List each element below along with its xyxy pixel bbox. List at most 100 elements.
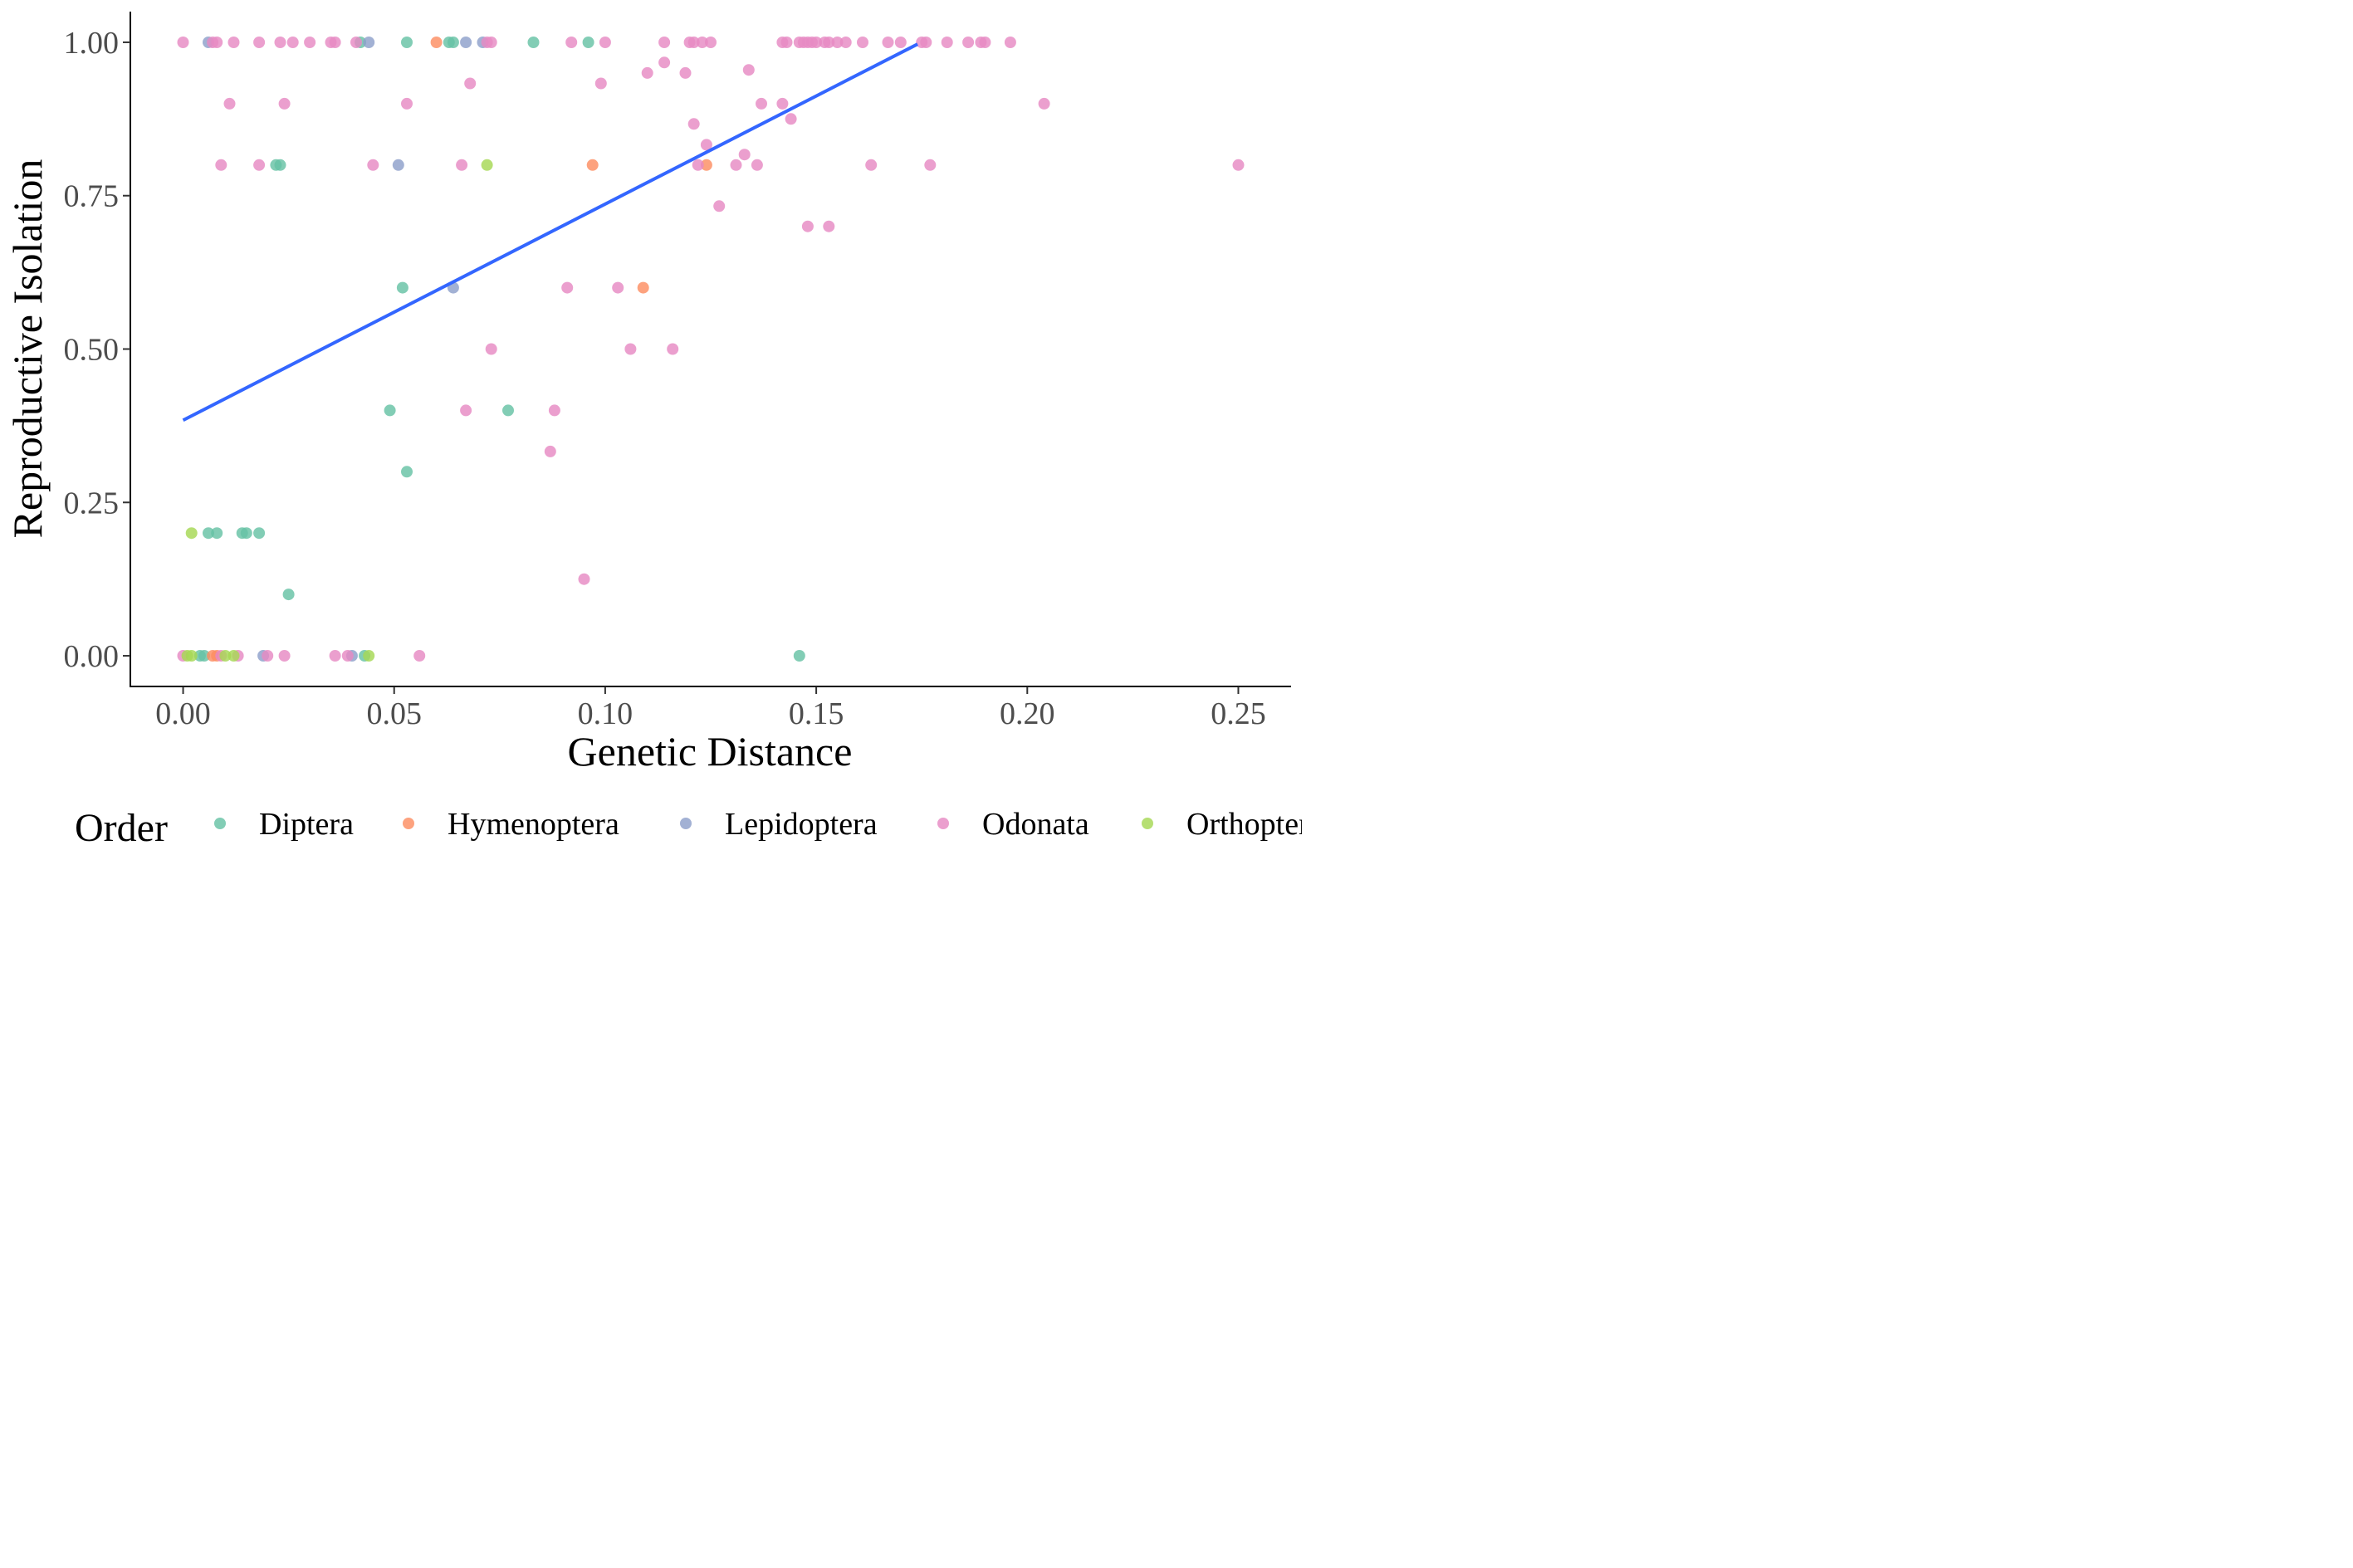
point-odonata-47 [223, 97, 236, 110]
point-odonata-0 [177, 37, 189, 48]
point-diptera-9 [384, 404, 396, 417]
point-diptera-4 [527, 37, 540, 48]
point-odonata-7 [304, 37, 316, 48]
point-diptera-21 [793, 650, 805, 662]
point-odonata-5 [274, 37, 286, 48]
point-odonata-51 [776, 97, 789, 110]
x-axis-title: Genetic Distance [568, 728, 853, 774]
point-odonata-42 [742, 64, 755, 76]
point-odonata-45 [464, 77, 477, 90]
point-odonata-35 [920, 37, 932, 48]
point-odonata-50 [756, 97, 767, 110]
point-diptera-15 [240, 527, 252, 540]
y-tick-label: 0.00 [64, 639, 120, 674]
point-odonata-30 [839, 37, 852, 48]
point-hymenoptera-1 [586, 159, 599, 171]
point-orthoptera-3 [185, 650, 198, 662]
point-odonata-60 [456, 159, 468, 171]
point-odonata-37 [962, 37, 975, 48]
point-odonata-18 [696, 37, 708, 48]
point-hymenoptera-0 [430, 37, 443, 48]
point-odonata-56 [738, 149, 751, 161]
point-odonata-63 [751, 159, 763, 171]
point-odonata-13 [565, 37, 578, 48]
point-odonata-53 [785, 113, 797, 125]
y-tick-label: 0.50 [64, 333, 120, 368]
point-orthoptera-1 [185, 527, 198, 540]
point-odonata-86 [413, 650, 426, 662]
point-diptera-1 [401, 37, 413, 48]
legend-label-odonata: Odonata [982, 807, 1089, 842]
point-odonata-55 [700, 139, 712, 151]
point-odonata-68 [801, 220, 814, 232]
point-odonata-6 [286, 37, 299, 48]
point-odonata-76 [548, 404, 560, 417]
point-odonata-48 [278, 97, 291, 110]
legend-label-lepidoptera: Lepidoptera [725, 807, 878, 842]
tick-labels: 0.00 0.05 0.10 0.15 0.20 0.25 0.00 0.25 0.50 0.75… [64, 26, 1266, 731]
point-diptera-19 [198, 650, 210, 662]
point-odonata-15 [658, 37, 671, 48]
legend-key-odonata [937, 818, 949, 829]
point-odonata-67 [713, 200, 726, 212]
point-odonata-62 [730, 159, 742, 171]
legend-label-diptera: Diptera [259, 807, 354, 842]
point-diptera-3 [447, 37, 459, 48]
point-diptera-12 [203, 527, 214, 540]
point-odonata-82 [262, 650, 274, 662]
point-odonata-70 [561, 281, 574, 294]
point-odonata-49 [401, 97, 413, 110]
point-odonata-44 [679, 66, 692, 79]
axes [130, 12, 1291, 687]
point-odonata-59 [367, 159, 379, 171]
point-odonata-2 [211, 37, 223, 48]
point-odonata-72 [485, 343, 497, 355]
point-odonata-26 [810, 37, 823, 48]
legend: Order Diptera Hymenoptera Lepidoptera Odona… [75, 806, 1323, 850]
y-axis-title: Reproductive Isolation [4, 159, 51, 539]
point-lepidoptera-1 [363, 37, 375, 48]
point-odonata-83 [278, 650, 291, 662]
point-lepidoptera-4 [392, 159, 404, 171]
x-tick-label: 0.25 [1211, 696, 1266, 731]
point-odonata-78 [578, 573, 590, 585]
y-tick-label: 0.75 [64, 179, 120, 214]
point-hymenoptera-3 [637, 281, 649, 294]
point-odonata-29 [831, 37, 844, 48]
point-lepidoptera-2 [460, 37, 472, 48]
scatter-chart: 0.00 0.05 0.10 0.15 0.20 0.25 0.00 0.25 0.50 0.75… [0, 0, 1323, 863]
point-diptera-16 [253, 527, 266, 540]
point-diptera-8 [396, 281, 408, 294]
point-odonata-64 [865, 159, 878, 171]
point-odonata-52 [1038, 97, 1050, 110]
point-odonata-46 [594, 77, 607, 90]
point-odonata-9 [329, 37, 341, 48]
point-odonata-17 [687, 37, 700, 48]
point-diptera-10 [502, 404, 514, 417]
point-odonata-66 [1232, 159, 1245, 171]
legend-label-orthoptera: Orthoptera [1186, 807, 1302, 842]
y-tick-label: 0.25 [64, 486, 120, 520]
x-tick-label: 0.10 [578, 696, 634, 731]
trend-line-group [182, 42, 919, 423]
legend-title: Order [75, 806, 168, 850]
point-odonata-31 [857, 37, 868, 48]
point-odonata-19 [705, 37, 717, 48]
legend-key-diptera [214, 818, 226, 829]
x-tick-label: 0.05 [366, 696, 422, 731]
point-diptera-11 [401, 466, 413, 478]
point-odonata-84 [329, 650, 341, 662]
point-odonata-21 [780, 37, 793, 48]
point-odonata-43 [641, 66, 653, 79]
point-orthoptera-6 [363, 650, 375, 662]
point-odonata-75 [460, 404, 472, 417]
point-orthoptera-5 [227, 650, 240, 662]
chart-canvas: 0.00 0.05 0.10 0.15 0.20 0.25 0.00 0.25 0.50 0.75… [4, 12, 1323, 850]
x-tick-label: 0.20 [1000, 696, 1055, 731]
point-orthoptera-4 [219, 650, 232, 662]
point-odonata-10 [350, 37, 362, 48]
y-tick-label: 1.00 [64, 26, 120, 61]
point-diptera-13 [211, 527, 223, 540]
point-odonata-65 [924, 159, 937, 171]
point-odonata-36 [941, 37, 953, 48]
